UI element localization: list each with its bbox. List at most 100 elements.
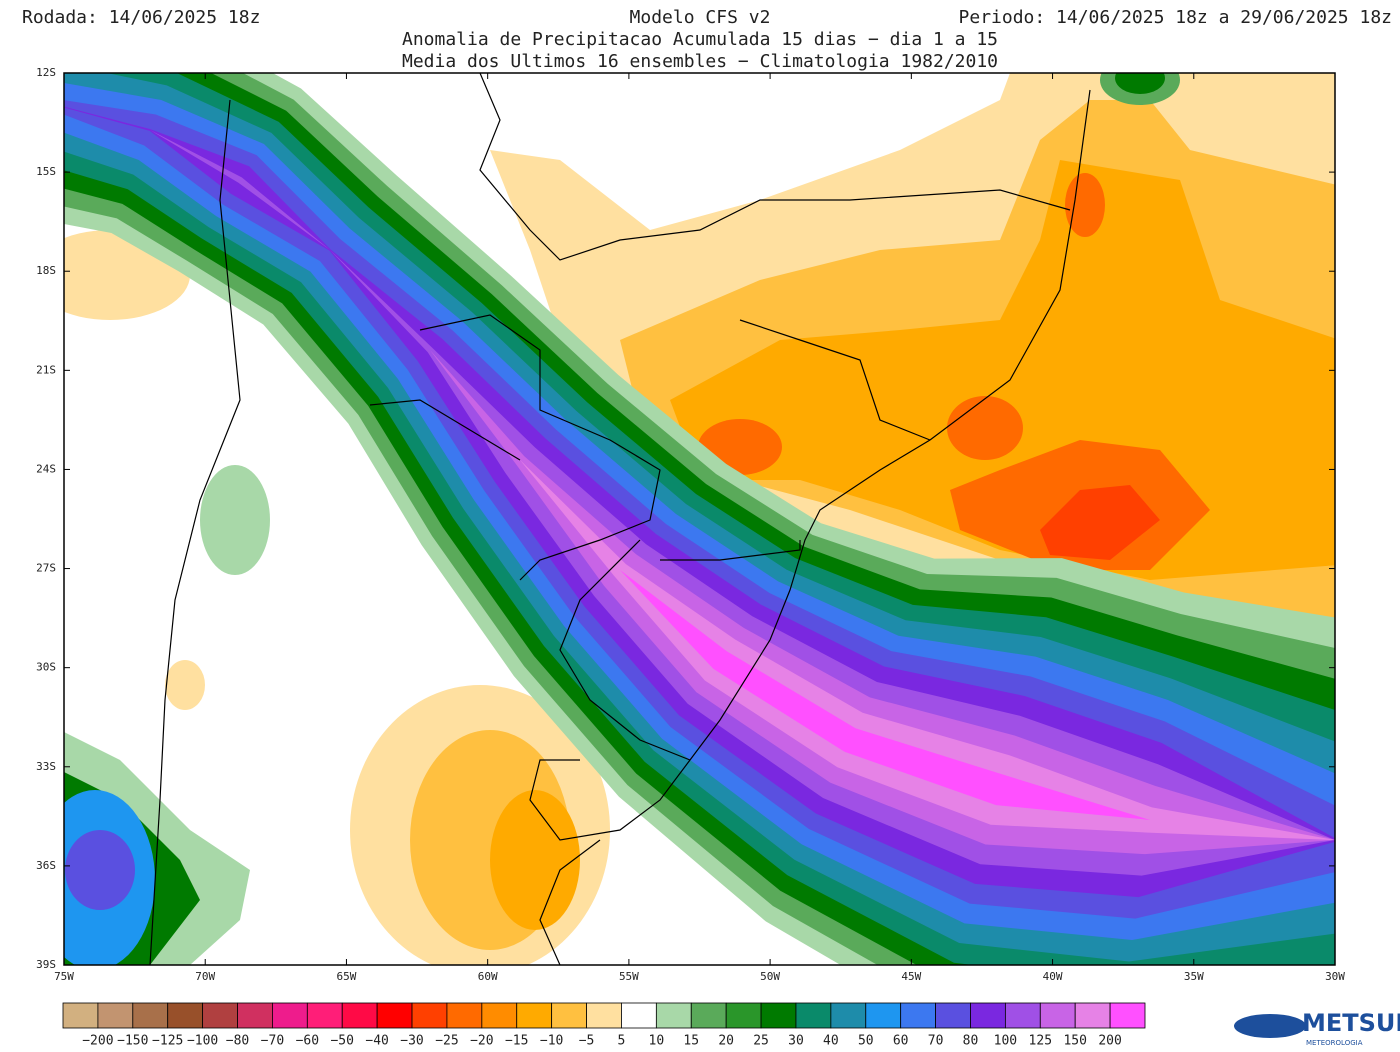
wet-area (1115, 73, 1165, 94)
dry-core (1040, 485, 1160, 560)
colorbar-label: 25 (753, 1034, 769, 1049)
colorbar-label: −70 (261, 1034, 284, 1049)
lat-label: 15S (36, 165, 56, 178)
wet-area (65, 830, 135, 910)
colorbar-label: 150 (1063, 1034, 1086, 1049)
lon-label: 30W (1325, 970, 1345, 983)
colorbar-label: −20 (470, 1034, 493, 1049)
colorbar-box (1039, 1002, 1076, 1029)
colorbar-box (795, 1002, 832, 1029)
lat-label: 30S (36, 661, 56, 674)
colorbar-label: 50 (858, 1034, 874, 1049)
lat-label: 33S (36, 760, 56, 773)
colorbar-label: −80 (226, 1034, 249, 1049)
colorbar-label: −60 (296, 1034, 319, 1049)
lat-label: 18S (36, 264, 56, 277)
lon-label: 50W (760, 970, 780, 983)
colorbar-box (202, 1002, 238, 1029)
border (369, 399, 521, 461)
subtitle: Anomalia de Precipitacao Acumulada 15 di… (402, 29, 998, 50)
lat-label: 24S (36, 462, 56, 475)
colorbar-label: −25 (435, 1034, 458, 1049)
colorbar-box (865, 1002, 902, 1029)
border (149, 99, 241, 965)
lat-label: 12S (36, 66, 56, 79)
wet-area (200, 465, 270, 575)
colorbar-label: −125 (152, 1034, 183, 1049)
colorbar-label: −50 (330, 1034, 353, 1049)
colorbar-box (1109, 1002, 1146, 1029)
colorbar-label: 30 (788, 1034, 804, 1049)
lon-label: 35W (1184, 970, 1204, 983)
logo-name: METSUL (1302, 1009, 1400, 1037)
lon-label: 70W (195, 970, 215, 983)
border (739, 319, 931, 441)
colorbar-box (272, 1002, 308, 1029)
lat-label: 21S (36, 363, 56, 376)
lon-label: 60W (478, 970, 498, 983)
border (539, 839, 601, 965)
logo-globe (1234, 1014, 1306, 1038)
colorbar-label: 20 (718, 1034, 734, 1049)
colorbar-label: −5 (579, 1034, 595, 1049)
dry-area (490, 790, 580, 930)
colorbar: −200 −150 −125 −100 −80 −70 −60 −50 −40 −30 −25 −20… (62, 1002, 1146, 1049)
lon-label: 40W (1043, 970, 1063, 983)
lon-label: 65W (337, 970, 357, 983)
colorbar-box (725, 1002, 762, 1029)
dry-area (165, 660, 205, 710)
colorbar-label: 60 (893, 1034, 909, 1049)
colorbar-box (621, 1002, 657, 1029)
colorbar-box (376, 1002, 413, 1029)
colorbar-box (690, 1002, 727, 1029)
wet-band (64, 106, 1335, 898)
lon-label: 55W (619, 970, 639, 983)
colorbar-box (167, 1002, 204, 1029)
colorbar-label: −150 (117, 1034, 148, 1049)
colorbar-label: −15 (505, 1034, 528, 1049)
run-label: Rodada: 14/06/2025 18z (22, 7, 260, 28)
colorbar-label: 200 (1098, 1034, 1121, 1049)
dry-core (1065, 173, 1105, 237)
lat-label: 39S (36, 958, 56, 971)
colorbar-box (306, 1002, 343, 1029)
wet-band (64, 107, 1335, 876)
colorbar-box (1004, 1002, 1041, 1029)
colorbar-box (97, 1002, 134, 1029)
lat-label: 36S (36, 859, 56, 872)
colorbar-label: 80 (963, 1034, 979, 1049)
colorbar-label: 10 (649, 1034, 665, 1049)
colorbar-label: 15 (683, 1034, 699, 1049)
lat-label: 27S (36, 562, 56, 575)
colorbar-box (446, 1002, 483, 1029)
colorbar-box (237, 1002, 273, 1029)
colorbar-box (1074, 1002, 1111, 1029)
map-frame (63, 72, 1336, 966)
lon-label: 75W (54, 970, 74, 983)
colorbar-label: 100 (994, 1034, 1017, 1049)
colorbar-box (481, 1002, 518, 1029)
border (479, 73, 1071, 261)
colorbar-label: 70 (928, 1034, 944, 1049)
dry-core (947, 396, 1023, 460)
subtitle: Media dos Ultimos 16 ensembles − Climato… (402, 51, 998, 72)
model-label: Modelo CFS v2 (630, 7, 771, 28)
gap (480, 73, 540, 150)
period-label: Periodo: 14/06/2025 18z a 29/06/2025 18z (959, 7, 1392, 28)
colorbar-box (655, 1002, 692, 1029)
colorbar-label: −10 (540, 1034, 563, 1049)
colorbar-label: −30 (400, 1034, 423, 1049)
colorbar-label: 40 (823, 1034, 839, 1049)
colorbar-label: −200 (82, 1034, 113, 1049)
logo: METSUL METEOROLOGIA (1234, 1009, 1400, 1047)
colorbar-box (760, 1002, 797, 1029)
border (660, 540, 801, 561)
colorbar-box (586, 1002, 622, 1029)
colorbar-box (62, 1002, 99, 1029)
colorbar-box (830, 1002, 867, 1029)
border (559, 539, 691, 761)
colorbar-box (551, 1002, 587, 1029)
